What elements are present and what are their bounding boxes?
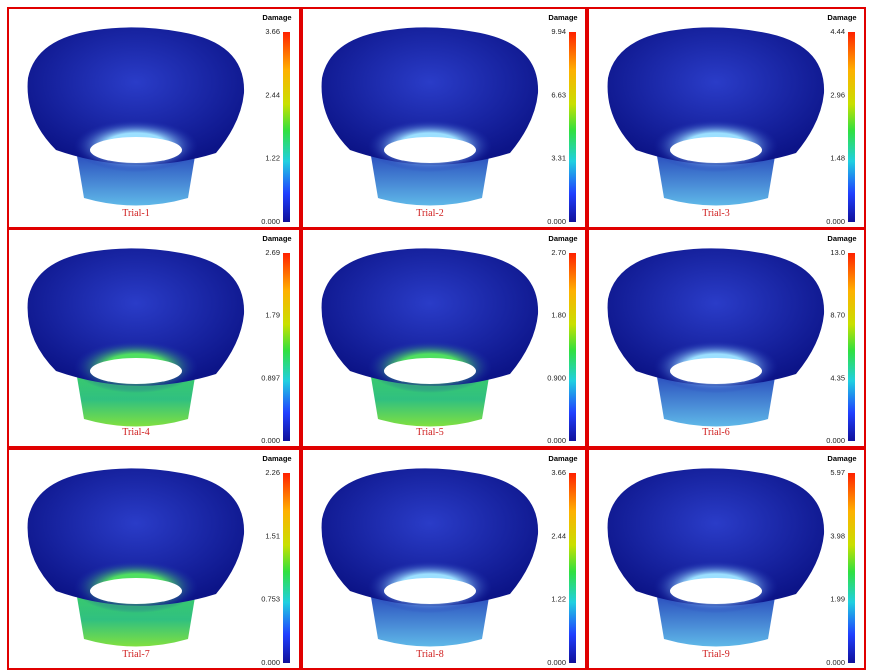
colorbar-tick-label: 1.80 [551,311,566,320]
colorbar-tick-label: 0.000 [261,658,280,667]
colorbar-tick-label: 13.0 [830,248,845,257]
colorbar [848,253,855,441]
colorbar-tick-label: 1.48 [830,154,845,163]
trial-label: Trial-6 [702,427,729,438]
colorbar-tick-label: 8.70 [830,311,845,320]
colorbar-title: Damage [827,13,856,22]
colorbar-title: Damage [548,234,577,243]
panel: Trial-9 Damage 5.97 3.98 1.99 0.000 [588,449,865,669]
colorbar-tick-label: 0.000 [261,436,280,445]
hole [90,578,182,604]
colorbar [569,32,576,222]
colorbar-title: Damage [262,13,291,22]
figure: Trial-1 Damage 3.66 2.44 1.22 0.000 Trial-2 Dam… [0,0,869,672]
colorbar [848,32,855,222]
panel: Trial-3 Damage 4.44 2.96 1.48 0.000 [588,8,865,228]
trial-label: Trial-5 [416,427,443,438]
colorbar-tick-label: 4.35 [830,373,845,382]
colorbar-tick-label: 2.44 [265,90,280,99]
colorbar [283,473,290,663]
hole [670,137,762,163]
colorbar [848,473,855,663]
colorbar-tick-label: 3.98 [830,531,845,540]
colorbar-tick-label: 1.79 [265,311,280,320]
hole [384,578,476,604]
colorbar [283,32,290,222]
colorbar-tick-label: 6.63 [551,90,566,99]
colorbar-tick-label: 0.000 [826,658,845,667]
colorbar-title: Damage [262,454,291,463]
colorbar [569,473,576,663]
colorbar-tick-label: 5.97 [830,468,845,477]
colorbar-title: Damage [827,454,856,463]
colorbar-tick-label: 0.900 [547,373,566,382]
colorbar-tick-label: 2.96 [830,90,845,99]
hole [384,358,476,384]
trial-label: Trial-2 [416,208,443,219]
panel: Trial-4 Damage 2.69 1.79 0.897 0.000 [8,229,300,447]
colorbar-tick-label: 0.000 [547,436,566,445]
colorbar-tick-label: 0.000 [261,217,280,226]
trial-label: Trial-4 [122,427,149,438]
page: {"panels": [ {"label": "Trial-1", "color… [0,0,869,672]
colorbar [569,253,576,441]
colorbar-tick-label: 0.000 [826,436,845,445]
colorbar-tick-label: 9.94 [551,27,566,36]
trial-label: Trial-7 [122,649,149,660]
colorbar-tick-label: 0.000 [826,217,845,226]
colorbar-tick-label: 2.70 [551,248,566,257]
trial-label: Trial-8 [416,649,443,660]
colorbar-tick-label: 1.22 [265,154,280,163]
colorbar [283,253,290,441]
colorbar-tick-label: 0.753 [261,595,280,604]
colorbar-tick-label: 0.897 [261,373,280,382]
panel: Trial-7 Damage 2.26 1.51 0.753 0.000 [8,449,300,669]
trial-label: Trial-9 [702,649,729,660]
colorbar-tick-label: 2.69 [265,248,280,257]
hole [90,358,182,384]
hole [670,578,762,604]
colorbar-tick-label: 1.51 [265,531,280,540]
panel: Trial-2 Damage 9.94 6.63 3.31 0.000 [302,8,586,228]
panel: Trial-5 Damage 2.70 1.80 0.900 0.000 [302,229,586,447]
colorbar-tick-label: 0.000 [547,658,566,667]
colorbar-title: Damage [548,13,577,22]
colorbar-tick-label: 2.44 [551,531,566,540]
colorbar-tick-label: 3.66 [551,468,566,477]
colorbar-title: Damage [262,234,291,243]
colorbar-tick-label: 0.000 [547,217,566,226]
hole [670,358,762,384]
hole [384,137,476,163]
colorbar-tick-label: 4.44 [830,27,845,36]
panel: Trial-8 Damage 3.66 2.44 1.22 0.000 [302,449,586,669]
colorbar-tick-label: 3.31 [551,154,566,163]
panel: Trial-1 Damage 3.66 2.44 1.22 0.000 [8,8,300,228]
colorbar-tick-label: 2.26 [265,468,280,477]
panel: Trial-6 Damage 13.0 8.70 4.35 0.000 [588,229,865,447]
trial-label: Trial-1 [122,208,149,219]
trial-label: Trial-3 [702,208,729,219]
colorbar-tick-label: 1.22 [551,595,566,604]
colorbar-tick-label: 1.99 [830,595,845,604]
colorbar-tick-label: 3.66 [265,27,280,36]
hole [90,137,182,163]
colorbar-title: Damage [827,234,856,243]
colorbar-title: Damage [548,454,577,463]
